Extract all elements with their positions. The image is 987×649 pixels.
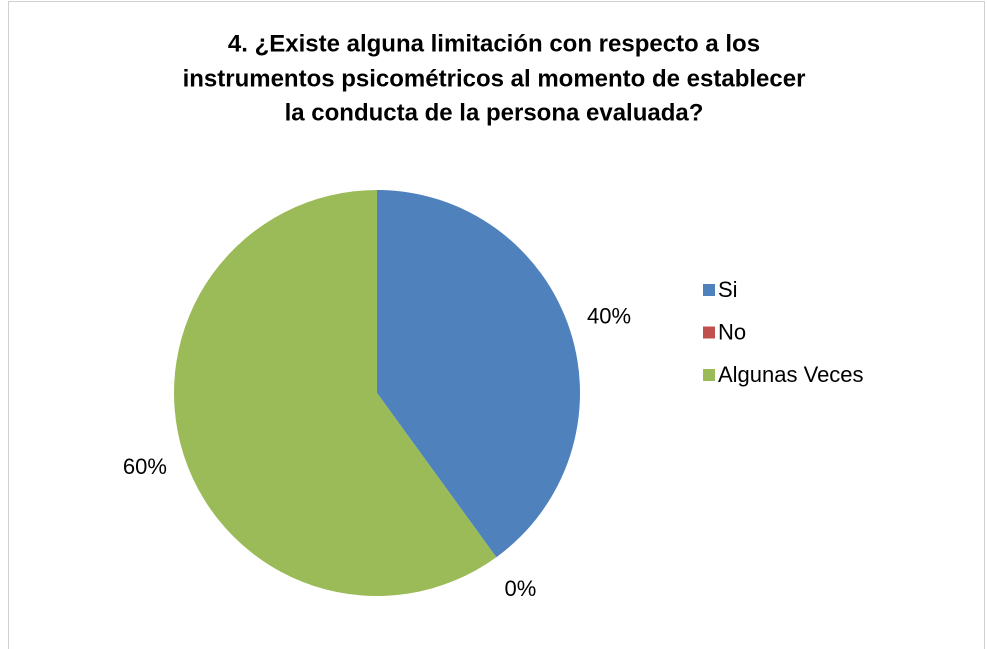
chart-title: la conducta de la persona evaluada? — [285, 99, 704, 126]
legend-label: Si — [718, 277, 738, 302]
chart-title: instrumentos psicométricos al momento de… — [183, 65, 806, 92]
legend-swatch — [703, 326, 715, 339]
legend-swatch — [703, 284, 715, 296]
pie-slice — [174, 189, 497, 596]
data-label: 0% — [505, 576, 537, 601]
chart-title: 4. ¿Existe alguna limitación con respect… — [228, 30, 760, 57]
data-label: 40% — [587, 303, 631, 328]
pie-slice — [377, 190, 581, 558]
legend-label: No — [718, 319, 746, 344]
data-label: 60% — [123, 454, 167, 479]
legend-label: Algunas Veces — [718, 362, 864, 387]
legend-swatch — [703, 369, 715, 381]
